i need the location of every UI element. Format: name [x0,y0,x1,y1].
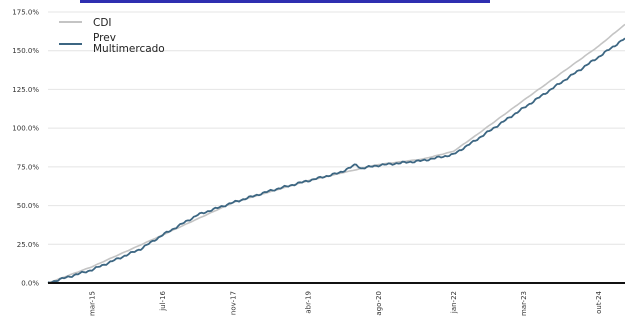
y-tick-label: 50.0% [17,202,40,210]
x-tick-label: mar-15 [88,291,96,316]
x-tick-label: ago-20 [375,291,383,316]
y-tick-label: 25.0% [17,241,40,249]
y-tick-label: 125.0% [12,86,39,94]
y-tick-label: 175.0% [12,9,39,17]
x-axis-tick-labels: mar-15 jul-16 nov-17 abr-19 ago-20 jan-22 mar-… [88,290,603,316]
legend-label: CDI [93,17,112,29]
y-tick-label: 100.0% [12,125,39,133]
x-tick-label: out-24 [595,290,603,313]
x-tick-label: mar-23 [520,291,528,316]
grid-lines [48,11,625,245]
legend-label: Prev Multimercado [93,32,165,55]
y-tick-label: 0.0% [21,280,39,288]
legend: CDI Prev Multimercado [59,17,165,55]
series-line-prev-multimercado [47,37,625,284]
series-lines [47,23,625,284]
x-tick-label: jul-16 [159,290,167,311]
y-axis-tick-labels: 0.0% 25.0% 50.0% 75.0% 100.0% 125.0% 150.0% 175… [12,9,39,288]
x-tick-label: nov-17 [230,291,238,315]
y-tick-label: 150.0% [12,47,39,55]
x-tick-label: jan-22 [450,291,458,314]
y-tick-label: 75.0% [17,163,40,171]
x-tick-label: abr-19 [304,291,312,314]
top-divider-bar [80,0,490,3]
